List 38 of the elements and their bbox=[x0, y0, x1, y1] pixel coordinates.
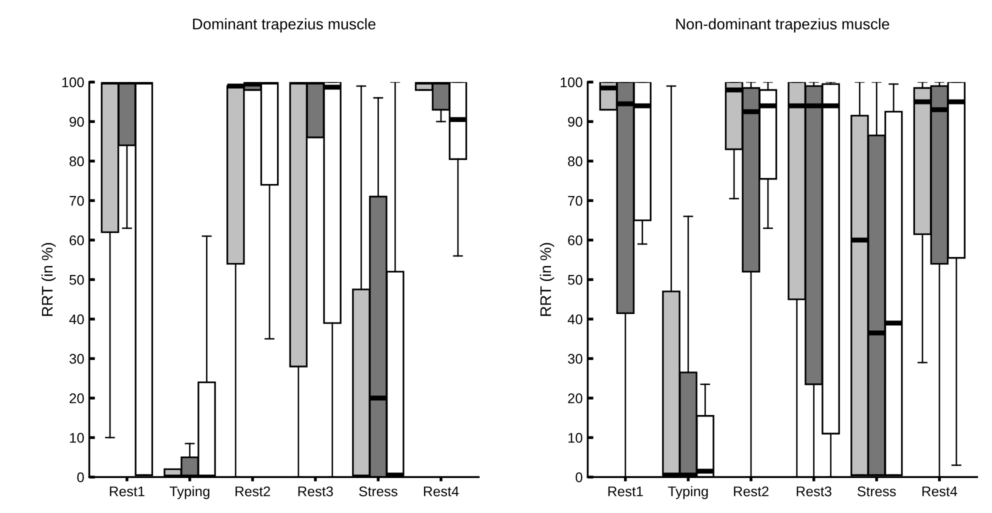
y-tick-label: 20 bbox=[70, 393, 84, 404]
y-tick-label: 40 bbox=[568, 314, 582, 324]
y-axis-title: RRT (in %) bbox=[540, 243, 554, 316]
chart-title: Dominant trapezius muscle bbox=[193, 18, 376, 32]
x-tick-label: Rest4 bbox=[424, 486, 459, 496]
y-tick-label: 50 bbox=[70, 274, 84, 285]
y-tick-label: 60 bbox=[70, 235, 84, 246]
y-tick-label: 100 bbox=[62, 77, 84, 88]
y-tick-label: 70 bbox=[568, 196, 582, 206]
x-tick-label: Rest2 bbox=[734, 486, 768, 496]
y-tick-label: 100 bbox=[560, 77, 582, 88]
x-tick-label: Rest4 bbox=[922, 486, 958, 496]
x-tick-label: Rest3 bbox=[298, 486, 333, 496]
x-tick-label: Rest1 bbox=[110, 486, 144, 496]
y-tick-label: 20 bbox=[568, 393, 582, 404]
y-tick-label: 90 bbox=[70, 116, 84, 127]
x-tick-label: Typing bbox=[668, 486, 708, 500]
y-tick-label: 10 bbox=[70, 432, 84, 443]
y-tick-label: 50 bbox=[568, 274, 582, 285]
y-axis-title: RRT (in %) bbox=[41, 243, 56, 316]
chart-title: Non-dominant trapezius muscle bbox=[676, 18, 890, 32]
x-tick-label: Rest3 bbox=[796, 486, 832, 496]
y-tick-label: 70 bbox=[70, 196, 84, 206]
y-tick-label: 60 bbox=[568, 235, 582, 246]
y-tick-label: 80 bbox=[70, 156, 84, 166]
x-tick-label: Stress bbox=[359, 486, 398, 496]
x-tick-label: Stress bbox=[858, 486, 896, 496]
y-tick-label: 40 bbox=[69, 314, 84, 324]
y-tick-label: 30 bbox=[568, 354, 582, 364]
x-tick-label: Rest2 bbox=[236, 486, 270, 496]
y-tick-label: 30 bbox=[70, 354, 84, 364]
x-tick-label: Typing bbox=[170, 486, 210, 500]
y-tick-label: 0 bbox=[576, 472, 582, 482]
y-tick-label: 10 bbox=[568, 432, 582, 443]
x-tick-label: Rest1 bbox=[608, 486, 643, 496]
y-tick-label: 90 bbox=[568, 116, 582, 127]
y-tick-label: 80 bbox=[568, 156, 582, 166]
y-tick-label: 0 bbox=[77, 472, 84, 482]
